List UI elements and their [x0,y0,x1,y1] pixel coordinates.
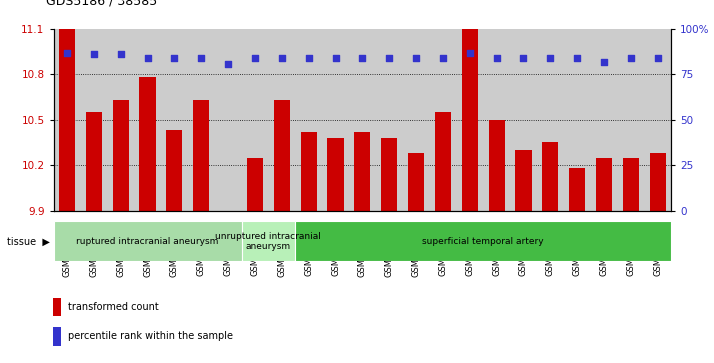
Point [115,52,126,57]
Point [518,55,529,61]
Bar [86,112,102,211]
Bar [569,168,585,211]
Point [437,55,448,61]
Point [222,61,233,66]
Point [276,55,288,61]
Point [625,55,637,61]
Bar [59,29,75,211]
Text: transformed count: transformed count [68,302,159,312]
Point [142,55,154,61]
Point [330,55,341,61]
Bar [113,100,129,211]
Bar [193,100,209,211]
Bar [247,158,263,211]
Point [598,59,610,65]
Bar [53,298,61,316]
Bar [328,138,343,211]
Bar [273,100,290,211]
Bar [435,112,451,211]
Bar [53,327,61,346]
Bar [381,138,397,211]
Text: tissue  ▶: tissue ▶ [7,236,50,246]
Point [571,55,583,61]
Bar [488,120,505,211]
Point [411,55,422,61]
Point [61,50,73,56]
Text: GDS5186 / 38585: GDS5186 / 38585 [46,0,158,7]
Point [169,55,180,61]
Point [491,55,503,61]
Bar [408,153,424,211]
Point [464,50,476,56]
Bar [516,150,531,211]
Point [357,55,368,61]
Bar [542,143,558,211]
Point [545,55,556,61]
Bar [354,132,371,211]
Text: ruptured intracranial aneurysm: ruptured intracranial aneurysm [76,237,218,246]
Bar [301,132,317,211]
Bar [295,221,671,261]
Bar [650,153,665,211]
Bar [623,158,639,211]
Bar [166,130,183,211]
Text: unruptured intracranial
aneurysm: unruptured intracranial aneurysm [216,232,321,251]
Text: superficial temporal artery: superficial temporal artery [423,237,544,246]
Bar [462,29,478,211]
Point [88,52,99,57]
Point [383,55,395,61]
Point [196,55,207,61]
Bar [54,221,241,261]
Bar [596,158,612,211]
Point [249,55,261,61]
Text: percentile rank within the sample: percentile rank within the sample [68,331,233,342]
Point [303,55,314,61]
Point [652,55,663,61]
Bar [241,221,295,261]
Bar [139,77,156,211]
